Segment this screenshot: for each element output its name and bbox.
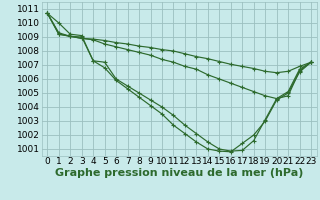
X-axis label: Graphe pression niveau de la mer (hPa): Graphe pression niveau de la mer (hPa): [55, 168, 303, 178]
